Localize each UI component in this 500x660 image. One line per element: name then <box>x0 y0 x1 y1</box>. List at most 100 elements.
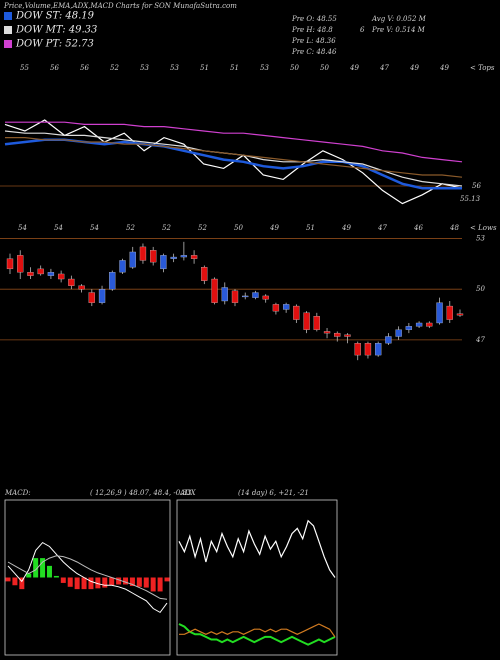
candle-body <box>88 292 95 303</box>
candle-body <box>375 343 382 356</box>
top-label: 56 <box>80 64 89 72</box>
candle-body <box>252 292 259 298</box>
candle-body <box>201 267 208 281</box>
candle-body <box>385 336 392 344</box>
annotation: Pre C: 48.46 <box>291 48 337 56</box>
candle-body <box>180 255 188 258</box>
adx-line <box>178 623 336 646</box>
top-label: 51 <box>200 64 209 72</box>
histogram-bar <box>74 577 80 590</box>
candle-body <box>231 290 239 303</box>
ema-line <box>5 121 463 163</box>
histogram-bar <box>12 577 18 586</box>
legend-label: DOW MT: 49.33 <box>15 25 97 36</box>
candle-body <box>415 322 423 327</box>
candle-body <box>344 334 351 337</box>
candle-body <box>119 260 126 273</box>
candle-body <box>211 278 218 303</box>
low-label: 52 <box>126 224 135 232</box>
candle-body <box>190 255 198 259</box>
y-tick-label: 50 <box>476 285 485 293</box>
candle-body <box>160 255 167 270</box>
candle-body <box>98 289 106 303</box>
top-label: 53 <box>140 64 149 72</box>
ema-line <box>4 130 463 187</box>
annotation: Pre L: 48.36 <box>291 37 336 45</box>
histogram-bar <box>88 577 94 590</box>
candle-body <box>27 272 34 276</box>
histogram-bar <box>19 577 25 590</box>
candle-body <box>405 326 413 330</box>
low-label: 54 <box>18 224 27 232</box>
top-label: 49 <box>439 64 449 72</box>
candle-body <box>354 343 361 356</box>
histogram-bar <box>60 577 66 583</box>
low-label: 50 <box>234 224 243 232</box>
histogram-bar <box>116 577 122 585</box>
y-tick-label: 47 <box>475 336 485 344</box>
low-label: 49 <box>269 224 279 232</box>
candle-body <box>395 329 402 337</box>
top-label: 55 <box>20 64 29 72</box>
candle-body <box>78 285 85 290</box>
candle-body <box>221 287 228 302</box>
candle-body <box>68 278 75 286</box>
candle-body <box>334 332 341 337</box>
macd-frame <box>4 499 171 656</box>
adx-params: (14 day) 6, +21, -21 <box>238 489 309 497</box>
annotation: Pre V: 0.514 M <box>371 26 426 34</box>
top-label: < Tops <box>470 64 495 72</box>
histogram-bar <box>136 577 142 587</box>
histogram-bar <box>40 558 46 578</box>
adx-line <box>178 519 336 578</box>
histogram-bar <box>109 577 115 586</box>
candle-body <box>109 272 116 290</box>
histogram-bar <box>164 577 170 582</box>
histogram-bar <box>53 575 59 578</box>
histogram-bar <box>143 577 149 588</box>
histogram-bar <box>95 577 101 589</box>
chart-title: Price,Volume,EMA,ADX,MACD Charts for SON… <box>3 2 237 10</box>
low-label: 49 <box>341 224 351 232</box>
candle-body <box>139 246 147 261</box>
top-label: 51 <box>230 64 239 72</box>
low-label: 52 <box>198 224 207 232</box>
histogram-bar <box>81 577 87 590</box>
low-label: 51 <box>306 224 315 232</box>
annotation: Pre H: 48.8 <box>291 26 333 34</box>
candle-body <box>129 251 136 268</box>
top-label: 49 <box>409 64 419 72</box>
histogram-bar <box>67 577 73 587</box>
low-label: 54 <box>54 224 63 232</box>
macd-title: MACD: <box>4 489 31 497</box>
candle-body <box>37 268 44 275</box>
top-label: 53 <box>260 64 269 72</box>
annotation: Avg V: 0.052 M <box>371 15 427 23</box>
annotation: Pre O: 48.55 <box>291 15 337 23</box>
legend-swatch <box>4 12 12 20</box>
low-label: 48 <box>449 224 459 232</box>
adx-line <box>179 623 336 638</box>
top-label: 50 <box>320 64 329 72</box>
candle-body <box>456 313 464 316</box>
top-label: 50 <box>290 64 299 72</box>
low-label: 52 <box>162 224 171 232</box>
candle-body <box>436 302 443 324</box>
candle-body <box>272 304 280 312</box>
candle-body <box>426 322 433 327</box>
y-tick-label: 53 <box>476 234 485 242</box>
histogram-bar <box>157 577 163 592</box>
candle-body <box>17 255 24 273</box>
top-label: 53 <box>170 64 179 72</box>
histogram-bar <box>5 577 11 582</box>
candle-body <box>150 250 157 263</box>
legend-swatch <box>4 40 12 48</box>
macd-params: ( 12,26,9 ) 48.07, 48.4, -0.33 <box>90 489 192 497</box>
histogram-bar <box>102 577 108 588</box>
legend-label: DOW ST: 48.19 <box>15 11 95 22</box>
candle-body <box>170 256 177 259</box>
low-label: 46 <box>413 224 423 232</box>
histogram-bar <box>123 577 129 585</box>
